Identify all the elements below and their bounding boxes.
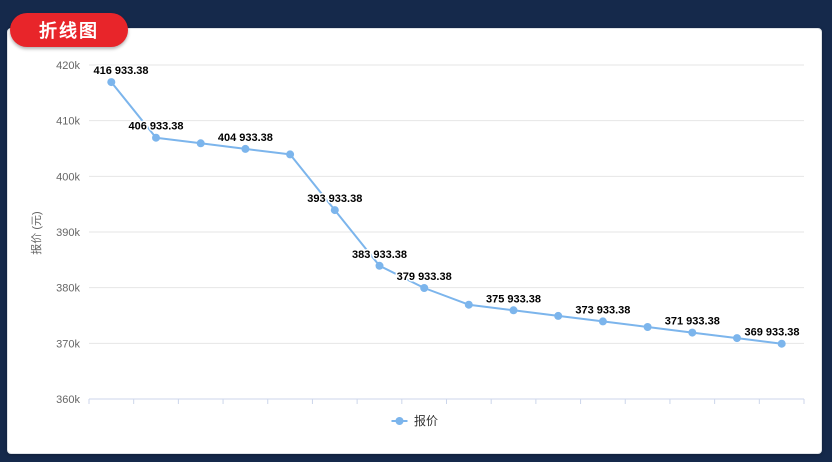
data-point-marker[interactable]	[241, 144, 250, 153]
data-point-label: 404 933.38	[218, 132, 273, 144]
series-line	[110, 81, 783, 345]
data-point-marker[interactable]	[598, 317, 607, 326]
data-point-marker[interactable]	[733, 334, 741, 343]
data-point-label: 383 933.38	[352, 249, 407, 261]
data-point-label: 393 933.38	[307, 193, 362, 205]
legend-line-marker-icon	[390, 416, 407, 425]
data-point-marker[interactable]	[554, 311, 563, 320]
data-point-marker[interactable]	[286, 150, 295, 159]
data-point-marker[interactable]	[688, 328, 697, 337]
y-axis-tick-label: 390k	[56, 227, 80, 239]
y-axis-tick-label: 400k	[56, 171, 80, 183]
y-axis-tick-label: 380k	[56, 283, 80, 295]
data-point-marker[interactable]	[509, 306, 518, 315]
legend-label: 报价	[413, 414, 439, 428]
data-point-marker[interactable]	[330, 206, 339, 215]
line-chart-svg: 360k 370k 380k 390k 400k 410k 420k 416 933.38 40…	[56, 60, 805, 406]
data-point-marker[interactable]	[375, 261, 384, 270]
y-axis-tick-label: 410k	[56, 116, 80, 128]
data-point-label: 406 933.38	[128, 121, 183, 133]
data-point-label: 371 933.38	[665, 316, 720, 328]
data-point-label: 379 933.38	[397, 271, 452, 283]
data-point-label: 416 933.38	[93, 65, 148, 77]
legend-item[interactable]: 报价	[390, 412, 439, 429]
y-axis-tick-label: 420k	[56, 60, 80, 72]
data-point-marker[interactable]	[777, 339, 786, 348]
badge-label: 折线图	[39, 21, 99, 41]
chart-title-badge: 折线图	[10, 13, 128, 47]
chart-panel: 360k 370k 380k 390k 400k 410k 420k 416 933.38 40…	[7, 28, 822, 454]
data-point-label: 373 933.38	[575, 304, 630, 316]
y-axis-tick-label: 360k	[56, 394, 80, 406]
data-point-marker[interactable]	[464, 300, 473, 309]
data-point-label: 375 933.38	[486, 293, 541, 305]
y-axis-tick-label: 370k	[56, 338, 80, 350]
data-point-marker[interactable]	[420, 284, 429, 292]
data-point-marker[interactable]	[196, 139, 205, 148]
data-point-marker[interactable]	[107, 78, 116, 87]
data-point-marker[interactable]	[643, 323, 652, 331]
y-axis-title: 报价 (元)	[31, 211, 43, 255]
data-point-label: 369 933.38	[744, 327, 799, 339]
data-point-marker[interactable]	[152, 133, 160, 142]
